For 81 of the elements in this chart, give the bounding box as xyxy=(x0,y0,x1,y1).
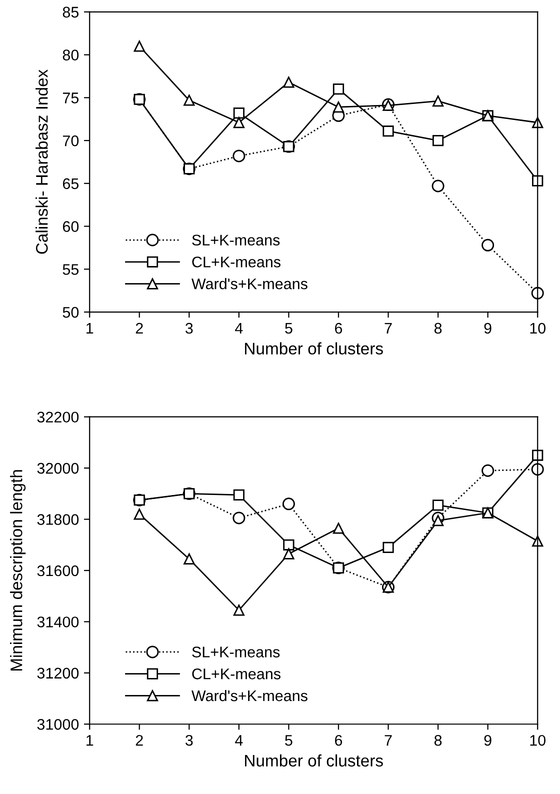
point xyxy=(432,180,444,192)
legend-label: CL+K-means xyxy=(192,668,280,680)
y-tick-label: 31600 xyxy=(37,565,79,576)
x-tick-label: 3 xyxy=(185,322,193,334)
y-tick-label: 50 xyxy=(62,306,79,318)
point xyxy=(332,562,344,574)
point xyxy=(184,553,195,565)
legend-label: Ward's+K-means xyxy=(192,278,308,290)
point xyxy=(332,84,344,95)
y-tick-label: 31800 xyxy=(37,514,79,525)
point xyxy=(532,175,544,186)
point xyxy=(482,238,494,252)
point xyxy=(382,126,394,137)
point xyxy=(233,108,244,119)
y-tick-label: 80 xyxy=(62,50,79,60)
y-tick-label: 85 xyxy=(62,6,79,18)
x-tick-label: 10 xyxy=(530,734,546,746)
x-tick-label: 9 xyxy=(484,734,492,746)
point xyxy=(184,94,195,106)
point xyxy=(134,40,145,52)
point xyxy=(283,140,294,152)
point xyxy=(282,498,295,510)
point xyxy=(332,522,344,534)
x-tick-label: 10 xyxy=(530,322,546,334)
x-tick-label: 9 xyxy=(484,322,492,334)
point xyxy=(432,515,444,526)
point xyxy=(531,286,544,300)
x-tick-label: 6 xyxy=(335,734,342,746)
y-tick-label: 70 xyxy=(62,135,79,146)
x-tick-label: 4 xyxy=(235,735,243,746)
point xyxy=(184,163,195,174)
y-tick-label: 32200 xyxy=(37,412,79,423)
y-tick-label: 31200 xyxy=(37,668,79,679)
y-tick-label: 31400 xyxy=(37,616,79,628)
point xyxy=(283,76,294,88)
x-tick-label: 7 xyxy=(384,735,392,746)
x-tick-label: 8 xyxy=(434,734,442,746)
legend-label: CL+K-means xyxy=(192,256,280,268)
point xyxy=(232,150,246,162)
point xyxy=(134,494,145,506)
x-tick-label: 1 xyxy=(86,323,94,334)
x-tick-label: 1 xyxy=(86,735,94,746)
point xyxy=(432,500,444,511)
x-tick-label: 3 xyxy=(185,734,193,746)
x-tick-label: 6 xyxy=(335,322,342,334)
y-tick-label: 60 xyxy=(62,221,79,232)
x-tick-label: 8 xyxy=(434,322,442,334)
point xyxy=(233,116,244,128)
legend-label: SL+K-means xyxy=(192,646,280,658)
point xyxy=(532,450,544,461)
point xyxy=(531,463,544,476)
point xyxy=(232,512,246,524)
point xyxy=(482,464,494,477)
point xyxy=(332,102,344,113)
x-axis-title: Number of clusters xyxy=(245,342,383,354)
point xyxy=(283,548,294,560)
legend-label: Ward's+K-means xyxy=(192,690,308,702)
y-axis-title: Minimum description length xyxy=(10,470,26,671)
point xyxy=(283,539,294,550)
point xyxy=(432,134,444,146)
point xyxy=(184,488,195,500)
y-axis-title: Calinski- Harabasz Index xyxy=(36,70,48,254)
point xyxy=(382,542,394,553)
x-axis-title: Number of clusters xyxy=(245,754,383,767)
x-tick-label: 7 xyxy=(384,323,392,334)
x-tick-label: 2 xyxy=(136,322,143,334)
x-tick-label: 5 xyxy=(285,735,292,746)
point xyxy=(233,489,244,501)
point xyxy=(134,508,145,520)
y-tick-label: 31000 xyxy=(37,718,79,730)
y-tick-label: 75 xyxy=(62,92,79,104)
point xyxy=(432,96,444,107)
y-tick-label: 65 xyxy=(62,178,79,190)
y-tick-label: 55 xyxy=(62,264,79,275)
point xyxy=(233,604,244,616)
point xyxy=(134,94,145,105)
x-tick-label: 5 xyxy=(285,323,292,334)
legend-label: SL+K-means xyxy=(192,234,280,246)
x-tick-label: 4 xyxy=(235,323,243,334)
x-tick-label: 2 xyxy=(136,734,143,746)
y-tick-label: 32000 xyxy=(37,462,79,474)
